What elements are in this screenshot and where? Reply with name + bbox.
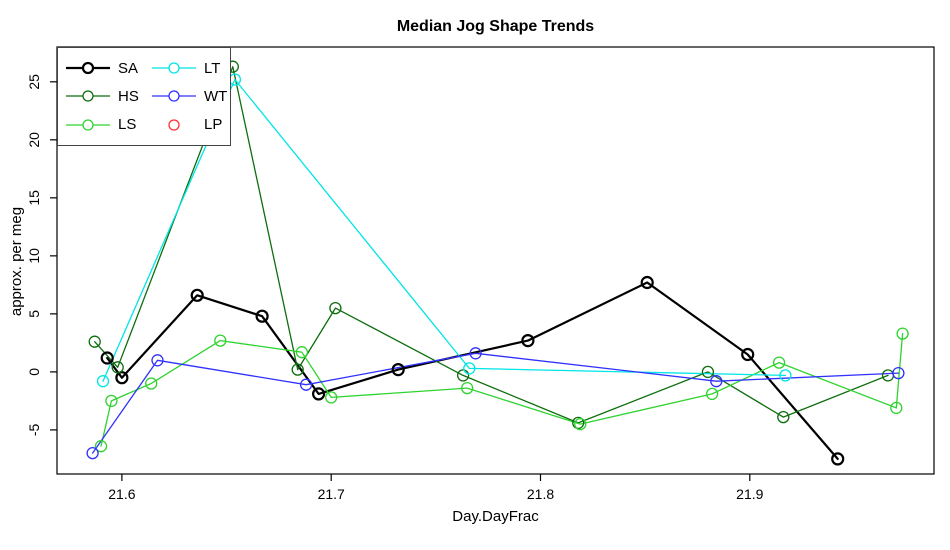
series-LS-point bbox=[574, 417, 587, 431]
series-WT-point bbox=[469, 347, 482, 360]
series-WT-point bbox=[710, 375, 723, 388]
series-HS-point bbox=[88, 335, 101, 348]
series-LS-point bbox=[145, 377, 158, 390]
series-WT-point bbox=[892, 366, 905, 380]
series-SA-point bbox=[115, 371, 129, 385]
legend-label-LS: LS bbox=[118, 116, 137, 134]
series-LS-point bbox=[325, 391, 338, 404]
legend-entry-WT: WT bbox=[151, 82, 230, 110]
legend-swatch-LP bbox=[168, 119, 180, 131]
series-SA-point bbox=[391, 363, 405, 377]
series-LT-point bbox=[463, 362, 476, 375]
series-SA-point bbox=[312, 387, 326, 401]
x-axis-label: Day.DayFrac bbox=[452, 508, 539, 525]
series-HS-point bbox=[111, 361, 124, 374]
legend-label-LP: LP bbox=[204, 116, 223, 134]
series-LS-line bbox=[100, 332, 904, 447]
series-LS-point bbox=[705, 387, 719, 401]
series-LS-point bbox=[214, 334, 227, 347]
legend-entry-SA: SA bbox=[65, 54, 151, 82]
y-tick-label: 25 bbox=[26, 74, 42, 90]
series-HS-point bbox=[456, 369, 470, 382]
series-WT-point bbox=[86, 446, 99, 460]
legend-entry-HS: HS bbox=[65, 82, 151, 110]
series-LS-point bbox=[105, 394, 118, 408]
series-LS-point bbox=[461, 381, 474, 395]
x-tick-label: 21.9 bbox=[736, 486, 763, 502]
series-SA-point bbox=[100, 351, 114, 365]
series-HS-point bbox=[572, 416, 585, 430]
legend-swatch-HS bbox=[66, 90, 110, 103]
y-tick-label: 10 bbox=[26, 248, 42, 264]
series-HS-point bbox=[291, 363, 304, 376]
legend-entry-LT: LT bbox=[151, 54, 230, 82]
x-tick-label: 21.7 bbox=[318, 486, 345, 502]
chart-title: Median Jog Shape Trends bbox=[396, 18, 595, 35]
legend-swatch-LT bbox=[152, 62, 196, 74]
series-WT-line bbox=[91, 352, 900, 454]
series-SA-line bbox=[106, 281, 839, 460]
series-LS-point bbox=[772, 356, 786, 369]
y-tick-label: 5 bbox=[26, 310, 42, 318]
series-SA-point bbox=[831, 452, 845, 466]
series-HS-point bbox=[329, 301, 342, 315]
series-SA-point bbox=[741, 347, 755, 362]
x-tick-label: 21.6 bbox=[108, 486, 135, 502]
legend-label-WT: WT bbox=[204, 87, 228, 105]
series-SA-point bbox=[255, 309, 269, 323]
series-HS-point bbox=[701, 365, 715, 379]
legend-swatch-SA bbox=[66, 62, 110, 75]
y-tick-label: 20 bbox=[26, 132, 42, 148]
legend: SA HS LS LT WT LP bbox=[57, 47, 231, 146]
series-SA-point bbox=[521, 334, 535, 348]
series-LS-point bbox=[94, 440, 108, 453]
y-tick-label: 15 bbox=[26, 190, 42, 206]
legend-entry-LP: LP bbox=[151, 111, 230, 139]
series-WT-point bbox=[151, 354, 164, 367]
legend-label-LT: LT bbox=[204, 59, 221, 77]
series-WT-point bbox=[299, 378, 313, 391]
legend-label-SA: SA bbox=[118, 59, 139, 77]
x-tick-label: 21.8 bbox=[527, 486, 554, 502]
series-LS-point bbox=[295, 346, 309, 359]
legend-swatch-LS bbox=[66, 119, 110, 131]
series-SA-point bbox=[190, 288, 204, 302]
y-tick-label: -5 bbox=[26, 423, 42, 436]
y-axis-label: approx. per meg bbox=[8, 206, 25, 317]
plot-border bbox=[56, 46, 935, 475]
series-HS-point bbox=[777, 410, 790, 424]
series-LT-point bbox=[96, 375, 110, 388]
series-LS-point bbox=[896, 327, 909, 340]
series-LT-point bbox=[779, 369, 792, 382]
series-LS-point bbox=[890, 401, 903, 415]
series-LT-line bbox=[102, 78, 787, 382]
legend-label-HS: HS bbox=[118, 87, 139, 105]
legend-swatch-WT bbox=[152, 90, 196, 103]
y-tick-label: 0 bbox=[26, 368, 42, 376]
legend-entry-LS: LS bbox=[65, 111, 151, 139]
series-SA-point bbox=[640, 275, 654, 290]
